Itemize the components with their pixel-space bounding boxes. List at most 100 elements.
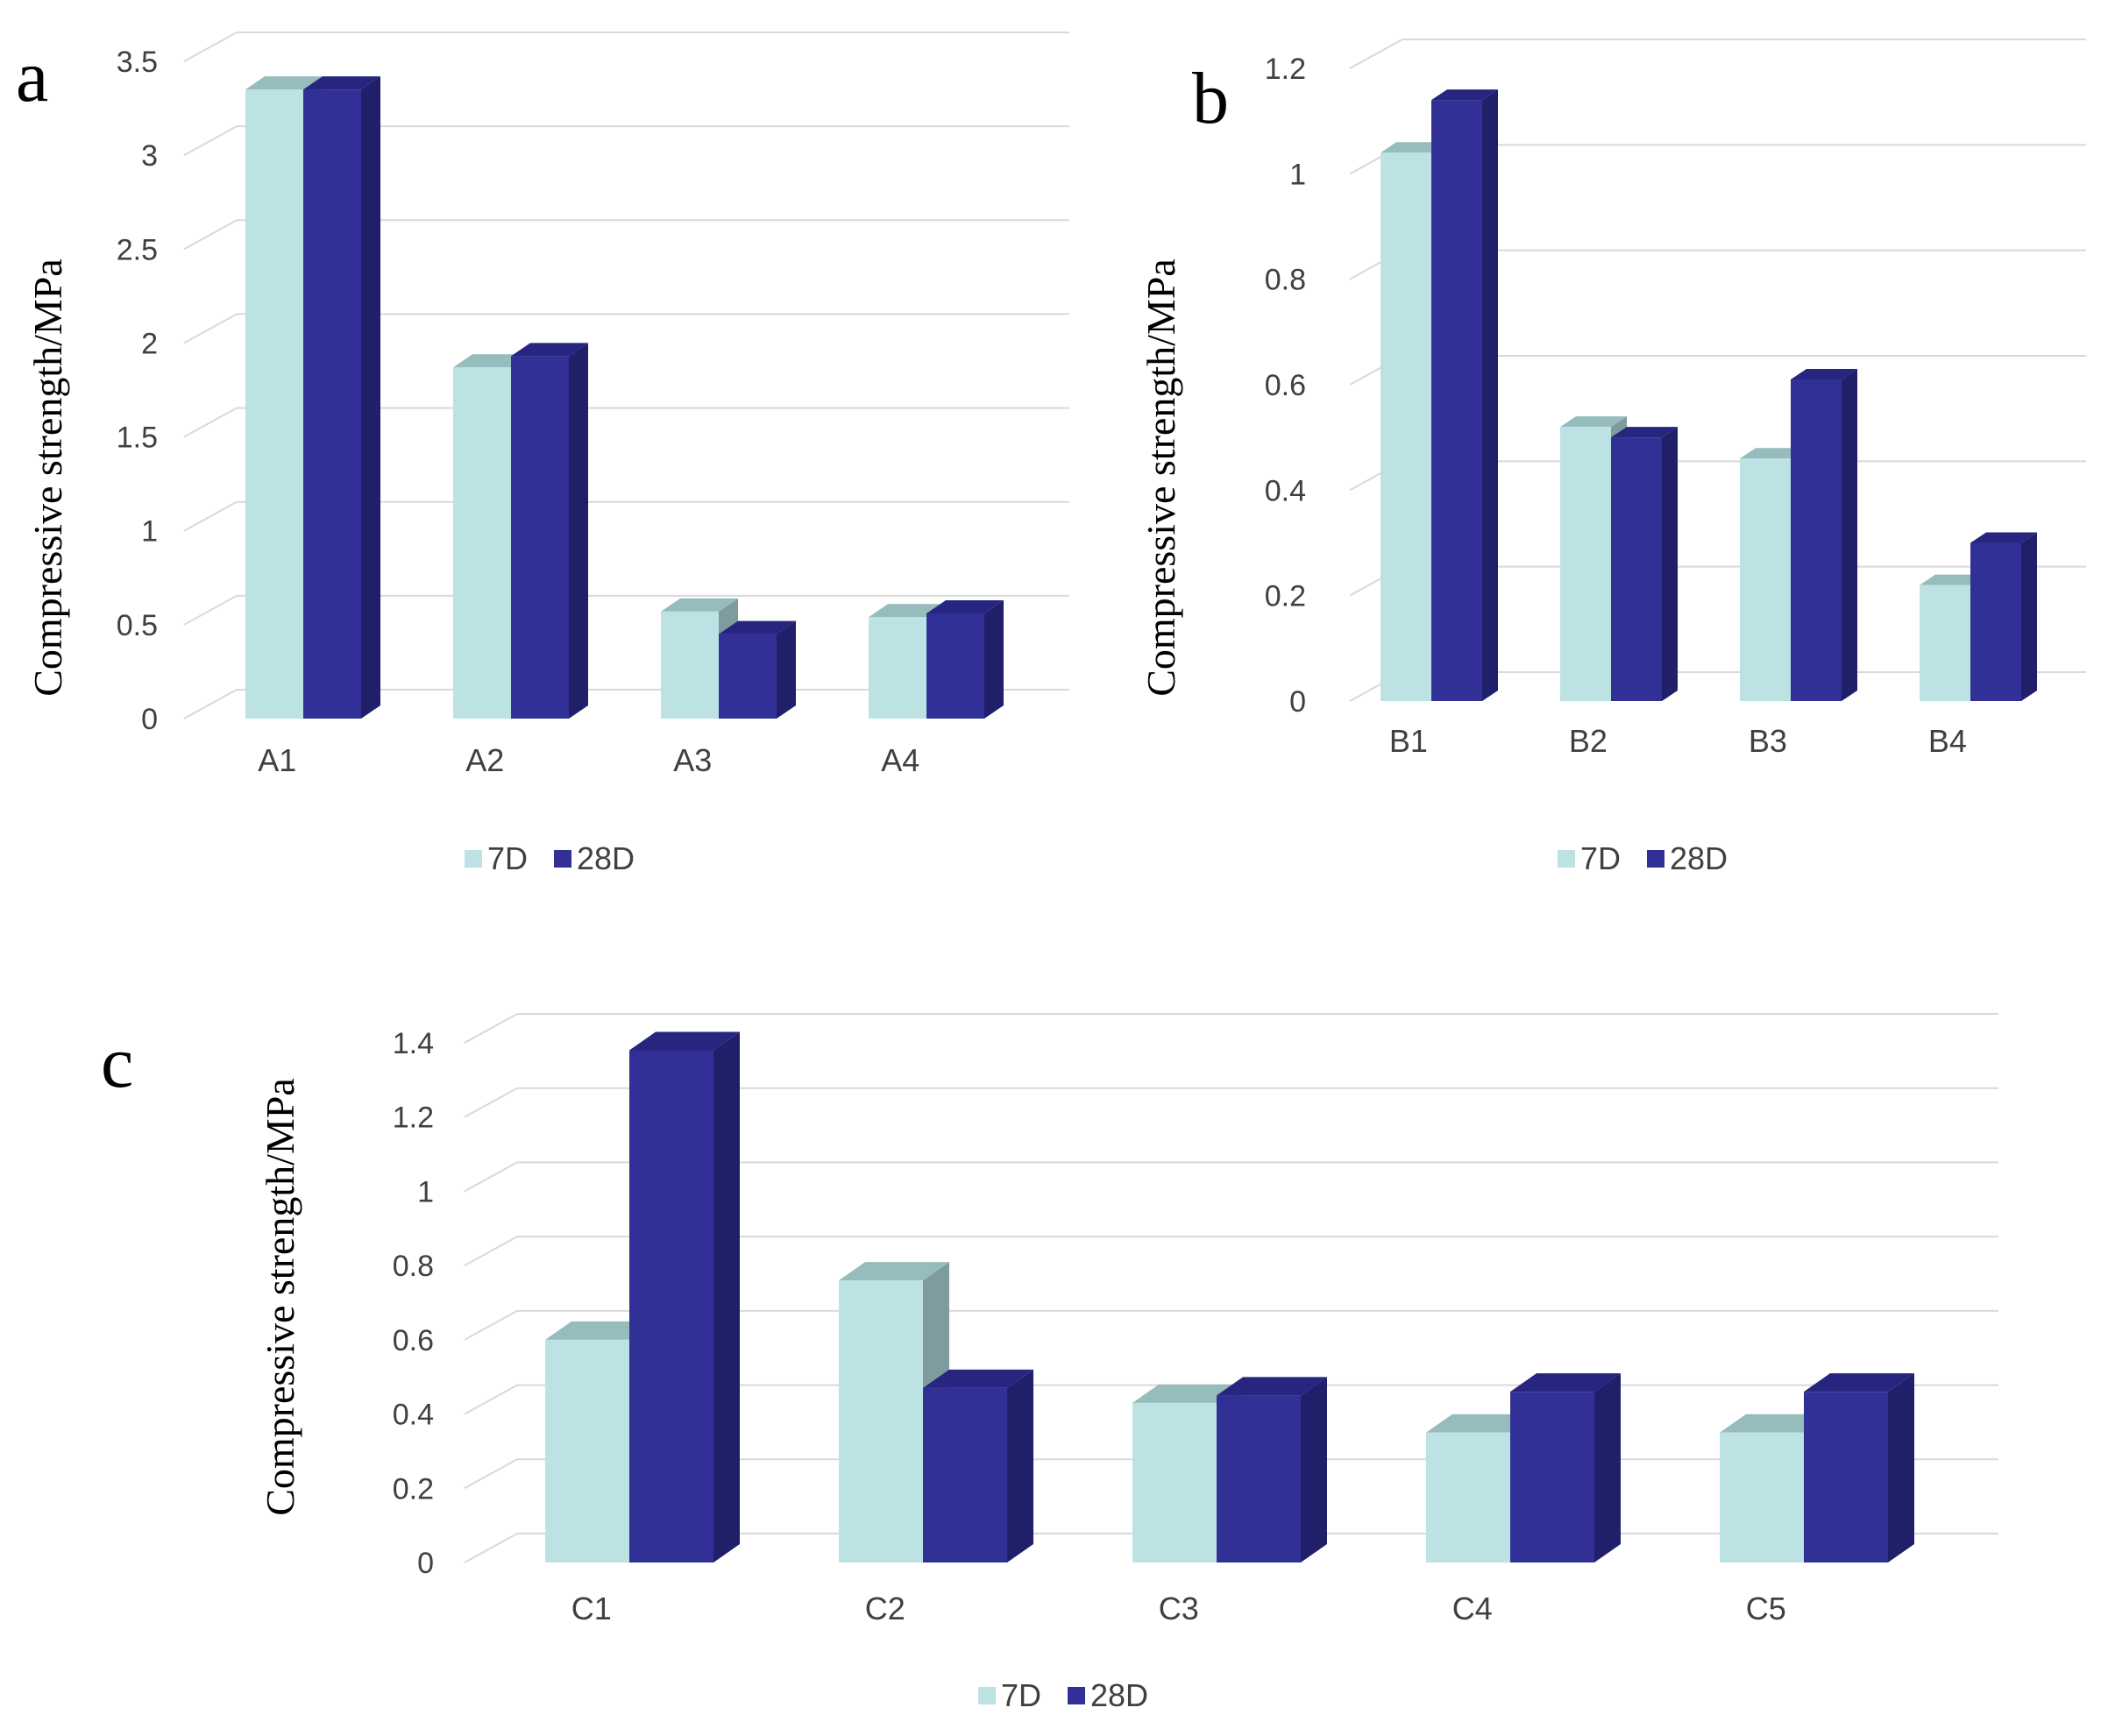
bar-front [629,1050,713,1562]
x-tick-label: A4 [881,742,919,778]
bar-front [1740,458,1791,701]
gridline-diagonal [183,594,238,626]
y-tick-label: 0 [417,1547,434,1580]
bar-front [1920,585,1970,701]
y-axis-label: Compressive strength/MPa [1139,259,1183,697]
y-tick-label: 1 [141,515,158,549]
bar-side [984,600,1004,719]
x-tick-label: A2 [465,742,504,778]
bar-side [777,620,796,719]
bar-C4-28D [1510,1373,1621,1562]
bar-top [1560,416,1627,428]
x-tick-label: B1 [1389,723,1428,759]
bar-side [1888,1373,1914,1562]
bar-top [1740,448,1806,459]
y-axis-label: Compressive strength/MPa [25,259,70,697]
y-tick-label: 0 [141,703,158,736]
bar-front [1381,152,1431,701]
panel-letter: c [101,1022,133,1103]
bar-top [839,1262,949,1281]
legend: 7D 28D [978,1677,1148,1713]
gridline-diagonal [1349,39,1403,69]
chart-panel-c: c Compressive strength/MPa 0 0.2 0.4 0.6 0.8 1 1… [101,1013,1998,1713]
legend-label-7d: 7D [487,840,528,876]
bar-A2-28D [511,343,588,719]
y-tick-label: 0.2 [1265,580,1306,613]
bar-front [1510,1392,1594,1562]
bar-front [511,356,569,719]
bar-top [719,620,796,634]
bar-B3-28D [1791,368,1857,701]
bar-side [713,1031,740,1562]
gridline-diagonal [183,125,238,157]
y-tick-label: 0.8 [1265,264,1306,297]
bar-front [1970,542,2021,701]
bar-B1-28D [1431,89,1498,702]
bar-top [545,1321,656,1340]
bar-top [1426,1414,1537,1433]
bar-top [245,76,323,90]
bar-top [1804,1373,1914,1392]
bar-front [303,89,361,719]
y-tick-label: 2 [141,327,158,360]
bar-top [1431,89,1498,101]
bar-front [839,1280,923,1562]
bar-C2-28D [923,1369,1033,1562]
legend-label-7d: 7D [1001,1677,1041,1713]
bar-top [1611,427,1678,438]
panel-letter: a [16,36,48,117]
legend: 7D 28D [1558,840,1728,876]
legend-label-7d: 7D [1580,840,1621,876]
gridline-diagonal [464,1087,518,1118]
gridline-diagonal [464,1161,518,1193]
bar-side [569,343,588,719]
y-tick-label: 2.5 [117,233,158,266]
bar-top [926,600,1004,613]
chart-panel-a: a Compressive strength/MPa 0 0.5 1 1.5 2 2.5 3 3.… [16,32,1069,876]
bar-top [1381,142,1447,153]
bar-side [1662,427,1678,701]
gridline-diagonal [183,407,238,438]
y-tick-label: 0.6 [1265,369,1306,402]
bar-front [1804,1392,1888,1562]
bar-front [923,1387,1007,1562]
bar-front [245,89,303,719]
gridline-diagonal [464,1533,518,1563]
bar-front [661,611,719,719]
y-tick-label: 1.4 [393,1027,434,1060]
x-tick-label: B4 [1928,723,1967,759]
x-tick-label: C3 [1159,1591,1199,1626]
bar-top [629,1031,740,1051]
bar-top [1970,532,2037,543]
legend-label-28d: 28D [577,840,635,876]
gridline-diagonal [464,1309,518,1341]
x-tick-label: B2 [1569,723,1608,759]
bar-C3-28D [1217,1377,1327,1562]
y-tick-label: 0.4 [393,1399,434,1432]
bar-front [719,634,777,719]
bar-front [453,367,511,719]
x-tick-label: A3 [673,742,712,778]
gridline-diagonal [183,219,238,251]
bar-front [869,617,926,719]
legend-swatch-28d [554,850,571,868]
bar-top [1132,1384,1243,1403]
bar-A1-28D [303,76,380,719]
x-tick-label: B3 [1749,723,1787,759]
x-tick-label: C5 [1746,1591,1786,1626]
bar-top [303,76,380,90]
bar-side [2021,532,2037,701]
y-tick-label: 3.5 [117,46,158,79]
chart-panel-b: b Compressive strength/MPa 0 0.2 0.4 0.6 0.8 1 1… [1139,39,2086,876]
gridline-diagonal [464,1013,518,1044]
gridline-diagonal [464,1458,518,1490]
legend-swatch-7d [1558,850,1575,868]
bar-front [1132,1402,1217,1562]
bar-front [1426,1432,1510,1562]
bar-side [1594,1373,1621,1562]
bar-top [1720,1414,1830,1433]
y-tick-label: 0.4 [1265,474,1306,507]
gridline-diagonal [183,500,238,532]
x-tick-label: C2 [865,1591,905,1626]
